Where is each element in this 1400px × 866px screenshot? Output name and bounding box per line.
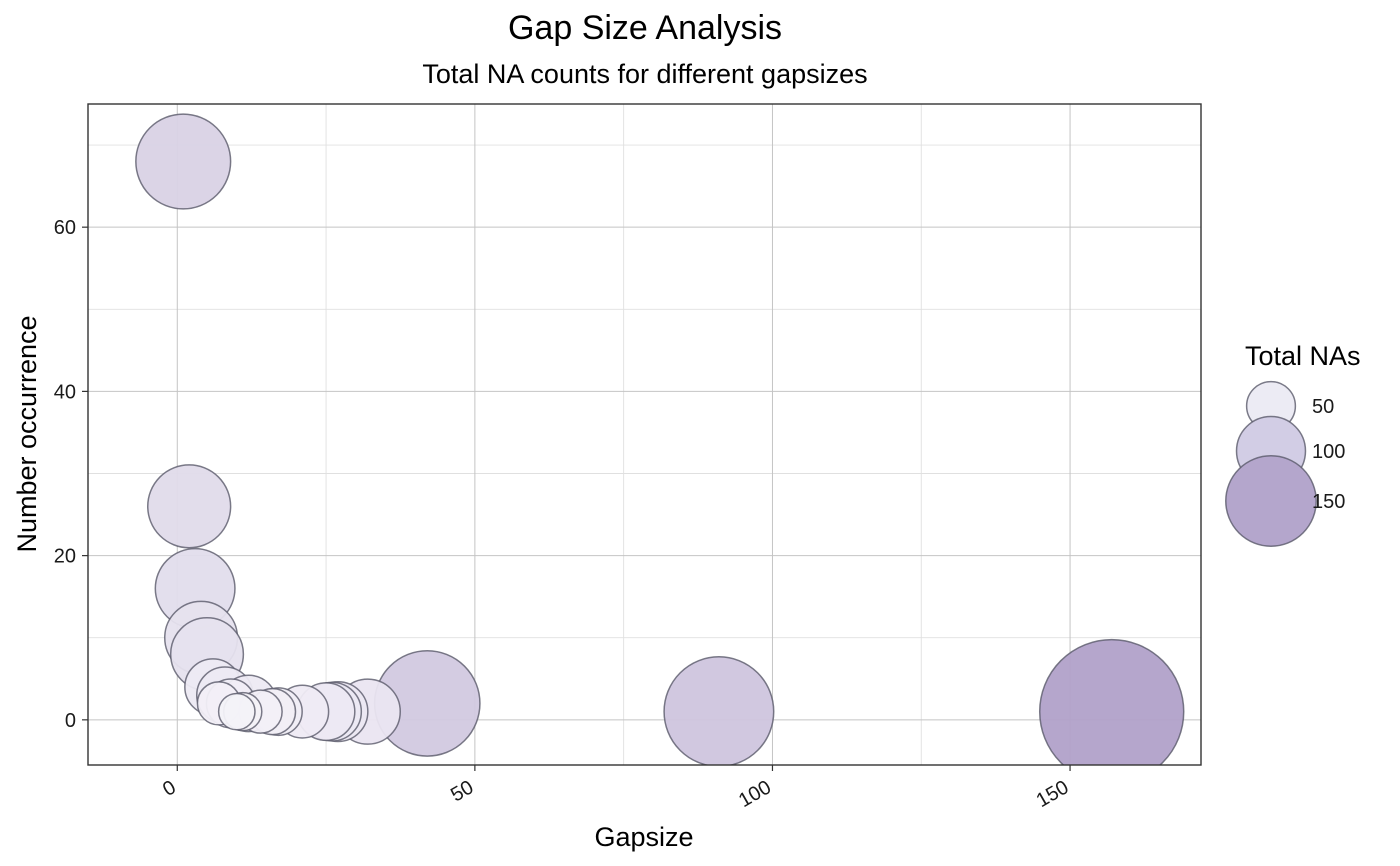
x-tick-label: 100: [735, 776, 775, 812]
minor-gridlines: [88, 104, 1201, 765]
y-axis-title: Number occurrence: [12, 315, 42, 552]
y-tick-label: 40: [54, 381, 76, 403]
y-tick-label: 0: [65, 710, 76, 732]
legend-title: Total NAs: [1245, 341, 1361, 371]
y-tick-label: 60: [54, 217, 76, 239]
x-axis-title: Gapsize: [594, 822, 693, 852]
y-axis-ticks: 0 20 40 60: [54, 217, 88, 732]
legend: Total NAs 50 100 150: [1225, 341, 1361, 547]
data-points: [135, 113, 1185, 765]
panel-border: [87, 103, 1202, 766]
x-tick-label: 50: [447, 776, 477, 806]
data-point: [146, 464, 232, 549]
legend-label: 150: [1312, 491, 1345, 513]
legend-label: 50: [1312, 396, 1334, 418]
legend-key: [1225, 455, 1317, 547]
x-tick-label: 150: [1033, 776, 1073, 812]
plot-panel: [88, 104, 1201, 765]
x-tick-label: 0: [159, 776, 180, 801]
data-point: [663, 656, 775, 765]
data-point: [217, 692, 256, 731]
data-point: [1038, 638, 1185, 765]
chart-subtitle: Total NA counts for different gapsizes: [422, 59, 868, 89]
chart-title: Gap Size Analysis: [507, 9, 783, 47]
legend-label: 100: [1312, 441, 1345, 463]
x-axis-ticks: 0 50 100 150: [159, 765, 1073, 812]
data-point: [135, 113, 232, 210]
y-tick-label: 20: [54, 546, 76, 568]
